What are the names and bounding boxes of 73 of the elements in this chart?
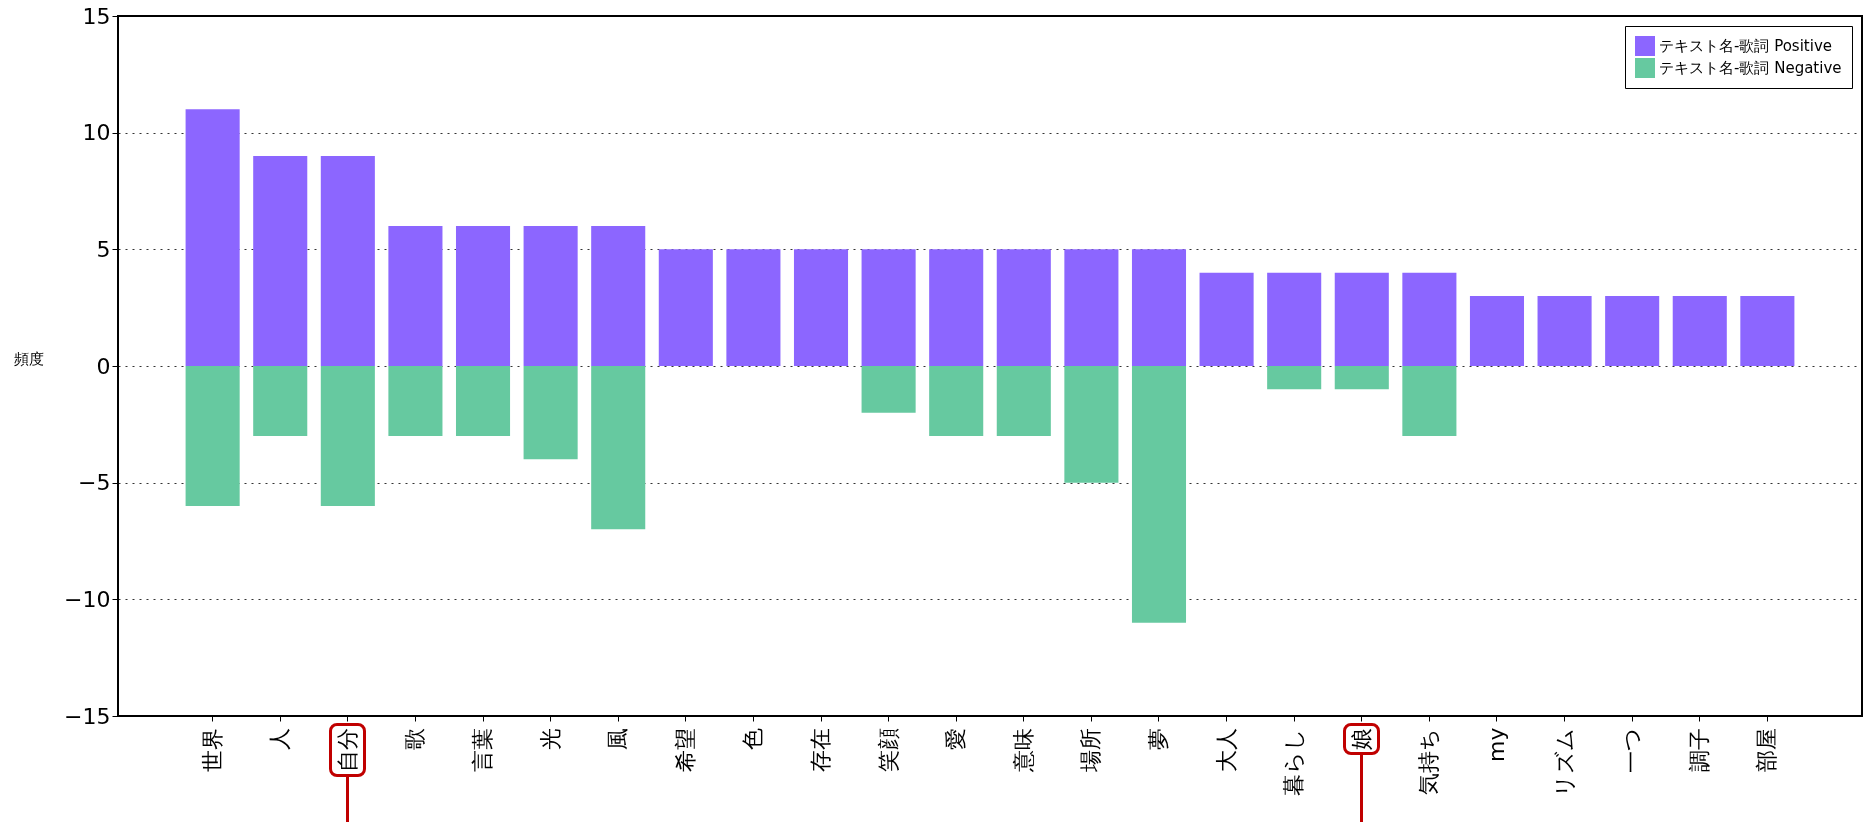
x-tick-label: my — [1483, 727, 1509, 762]
bar — [1064, 366, 1119, 483]
x-tick-label: 暮らし — [1281, 727, 1307, 796]
y-tick-label: −5 — [78, 470, 111, 496]
x-tick-label: 夢 — [1145, 727, 1171, 750]
x-tick-label: 人 — [267, 727, 293, 750]
bar — [253, 366, 308, 436]
bar — [388, 366, 443, 436]
x-tick-label: 調子 — [1686, 727, 1712, 772]
bar — [523, 226, 578, 366]
bar — [320, 156, 375, 366]
x-tick-label: 色 — [740, 727, 766, 750]
x-tick-label: 光 — [537, 727, 563, 750]
bar — [1537, 296, 1592, 366]
bar — [1672, 296, 1727, 366]
bar — [1334, 272, 1389, 366]
x-tick-label: 大人 — [1213, 727, 1239, 772]
bar — [1605, 296, 1660, 366]
bar — [726, 249, 781, 366]
x-tick-label: リズム — [1551, 727, 1577, 797]
y-tick-label: 0 — [96, 353, 111, 379]
bar — [1402, 272, 1457, 366]
bar — [1199, 272, 1254, 366]
bar — [996, 249, 1051, 366]
x-tick-label: 世界 — [199, 727, 225, 772]
y-tick-label: 10 — [82, 120, 111, 146]
bar — [861, 366, 916, 413]
y-axis-title: 頻度 — [14, 349, 45, 368]
bar — [455, 226, 511, 366]
bar — [658, 249, 713, 366]
y-tick-label: −10 — [64, 586, 111, 612]
bar — [1267, 272, 1322, 366]
bar — [1131, 249, 1187, 366]
bar — [185, 109, 240, 366]
bar — [320, 366, 375, 506]
x-tick-label: 気持ち — [1416, 727, 1442, 795]
bar — [1469, 296, 1525, 366]
y-tick-label: 15 — [82, 3, 111, 29]
y-tick-label: 5 — [96, 236, 111, 262]
legend-label: テキスト名-歌詞 Negative — [1659, 59, 1842, 77]
bar — [1064, 249, 1119, 366]
x-tick-label: 風 — [605, 727, 631, 750]
bar — [253, 156, 308, 366]
x-tick-label: 愛 — [943, 727, 969, 750]
bar — [1740, 296, 1795, 366]
x-tick-label: 娘 — [1348, 727, 1374, 750]
bar — [591, 226, 646, 366]
x-tick-label: 言葉 — [470, 727, 496, 772]
bar — [929, 366, 984, 436]
bar — [996, 366, 1051, 436]
x-tick-label: 場所 — [1078, 727, 1104, 773]
x-tick-label: 存在 — [808, 727, 834, 772]
x-tick-label: 希望 — [672, 727, 698, 772]
bar — [591, 366, 646, 530]
bar — [793, 249, 849, 366]
x-tick-label: 歌 — [402, 727, 428, 750]
bar — [523, 366, 578, 460]
bar — [1402, 366, 1457, 436]
bar — [455, 366, 511, 436]
bar — [1267, 366, 1322, 390]
bar — [185, 366, 240, 506]
legend-label: テキスト名-歌詞 Positive — [1659, 37, 1833, 55]
bar — [1131, 366, 1187, 623]
bar — [861, 249, 916, 366]
bar — [388, 226, 443, 366]
x-tick-label: 自分 — [334, 727, 360, 772]
y-tick-label: −15 — [64, 703, 111, 729]
x-tick-label: 部屋 — [1754, 727, 1780, 772]
x-tick-label: 笑顔 — [875, 727, 901, 772]
bar — [929, 249, 984, 366]
bar — [1334, 366, 1389, 390]
x-tick-label: 意味 — [1010, 727, 1036, 773]
x-tick-label: 一つ — [1619, 727, 1645, 773]
